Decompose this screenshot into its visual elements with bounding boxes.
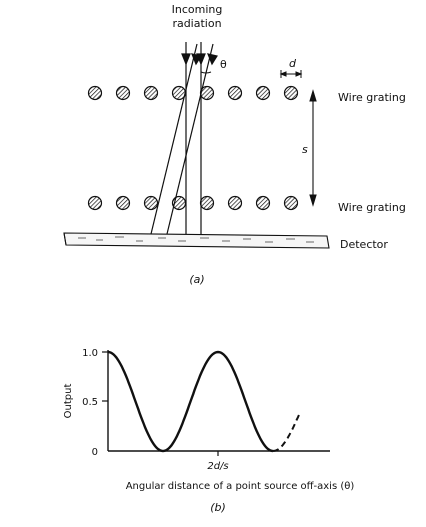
d-label: d (289, 57, 297, 70)
caption-a: (a) (189, 273, 204, 286)
theta-arc (200, 71, 212, 74)
theta-label: θ (220, 58, 227, 71)
bottom-wire-grating (87, 195, 299, 211)
x-axis-label: Angular distance of a point source off-a… (126, 481, 355, 492)
output-curve-extrapolated (272, 411, 302, 452)
s-dimension (309, 89, 317, 207)
d-dimension (279, 70, 303, 78)
y-tick-1: 1.0 (82, 348, 98, 359)
top-grating-label: Wire grating (338, 91, 406, 104)
figure-b: 1.0 0.5 0 2d/s Output Angular distance o… (63, 348, 354, 514)
output-curve (107, 350, 274, 453)
y-tick-0: 0 (92, 447, 98, 458)
top-wire-grating (87, 85, 299, 101)
incoming-label-line1: Incoming (172, 3, 223, 16)
caption-b: (b) (210, 501, 226, 514)
y-tick-05: 0.5 (82, 397, 98, 408)
figure-a: Incoming radiation θ d (63, 3, 406, 286)
y-axis-label: Output (63, 384, 74, 419)
x-tick-label-2ds: 2d/s (207, 461, 228, 472)
y-ticks (102, 351, 108, 402)
detector-label: Detector (340, 238, 388, 251)
detector-slab (63, 232, 330, 249)
incoming-label-line2: radiation (172, 17, 221, 30)
s-label: s (302, 143, 308, 156)
bottom-grating-label: Wire grating (338, 201, 406, 214)
